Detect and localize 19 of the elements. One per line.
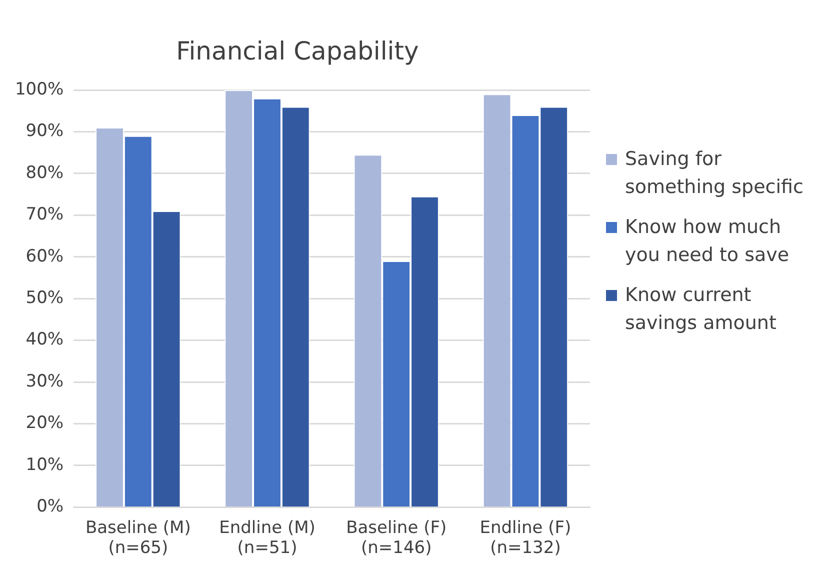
legend-label: Know current savings amount xyxy=(625,283,778,336)
y-tick-label: 0% xyxy=(36,496,64,517)
y-tick-label: 20% xyxy=(26,413,64,434)
x-tick-label: Endline (M) (n=51) xyxy=(219,518,316,558)
y-tick-label: 30% xyxy=(26,371,64,392)
y-tick-label: 60% xyxy=(26,246,64,266)
legend-label: Saving for something specific xyxy=(625,147,804,200)
y-tick-label: 90% xyxy=(26,121,64,142)
y-tick-label: 10% xyxy=(26,454,64,475)
x-tick-label: Baseline (F) (n=146) xyxy=(346,518,447,558)
y-tick-label: 80% xyxy=(26,162,64,183)
x-tick-label: Baseline (M) (n=65) xyxy=(85,518,191,558)
y-tick-label: 100% xyxy=(14,79,64,100)
y-tick-label: 50% xyxy=(26,288,64,308)
legend-label: Know how much you need to save xyxy=(625,215,790,268)
x-tick-label: Endline (F) (n=132) xyxy=(480,518,572,558)
y-tick-label: 70% xyxy=(26,204,64,225)
chart-title: Financial Capability xyxy=(176,36,420,66)
y-tick-label: 40% xyxy=(26,330,64,350)
